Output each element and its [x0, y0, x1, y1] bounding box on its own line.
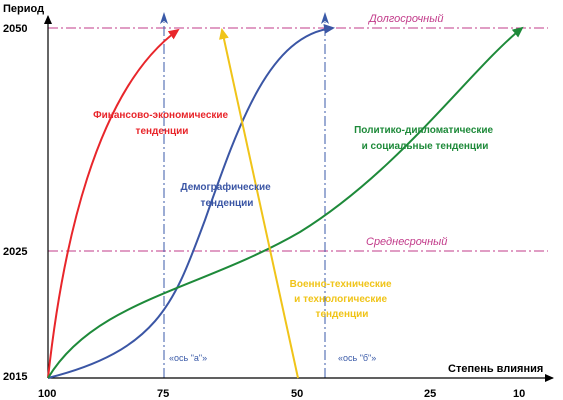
x-tick-25: 25 — [424, 388, 436, 400]
military-trend-line3: тенденции — [316, 309, 369, 320]
demographic-trend-line2: тенденции — [201, 198, 254, 209]
demographic-trend-label: Демографические тенденции — [180, 181, 273, 209]
y-tick-2015: 2015 — [3, 371, 27, 383]
x-tick-10: 10 — [513, 388, 525, 400]
political-trend-line2: и социальные тенденции — [362, 141, 489, 152]
financial-trend-line2: тенденции — [136, 126, 189, 137]
mid-term-label: Среднесрочный — [366, 236, 447, 248]
axis-b-label: «ось "б"» — [338, 353, 376, 363]
axis-a-label: «ось "а"» — [169, 353, 207, 363]
financial-trend-line1: Финансово-экономические — [93, 110, 228, 121]
x-tick-75: 75 — [157, 388, 169, 400]
x-axis-title: Степень влияния — [448, 363, 543, 375]
financial-trend-curve — [47, 28, 180, 379]
military-trend-line1: Военно-технические — [290, 279, 392, 290]
x-tick-50: 50 — [291, 388, 303, 400]
axis-a-arrowhead — [160, 12, 168, 24]
political-trend-label: Политико-дипломатические и социальные те… — [354, 125, 496, 152]
y-axis-title: Период — [3, 3, 44, 15]
x-tick-100: 100 — [38, 388, 56, 400]
y-tick-2025: 2025 — [3, 246, 27, 258]
long-term-label: Долгосрочный — [367, 13, 443, 25]
demographic-trend-curve — [47, 24, 335, 379]
military-trend-label: Военно-технические и технологические тен… — [290, 279, 395, 320]
military-trend-curve — [219, 28, 299, 379]
axis-b-arrowhead — [321, 12, 329, 24]
political-trend-line1: Политико-дипломатические — [354, 125, 493, 136]
political-trend-curve — [47, 26, 524, 379]
military-trend-line2: и технологические — [294, 294, 387, 305]
financial-trend-label: Финансово-экономические тенденции — [93, 110, 231, 137]
y-tick-2050: 2050 — [3, 23, 27, 35]
demographic-trend-line1: Демографические — [180, 181, 271, 193]
